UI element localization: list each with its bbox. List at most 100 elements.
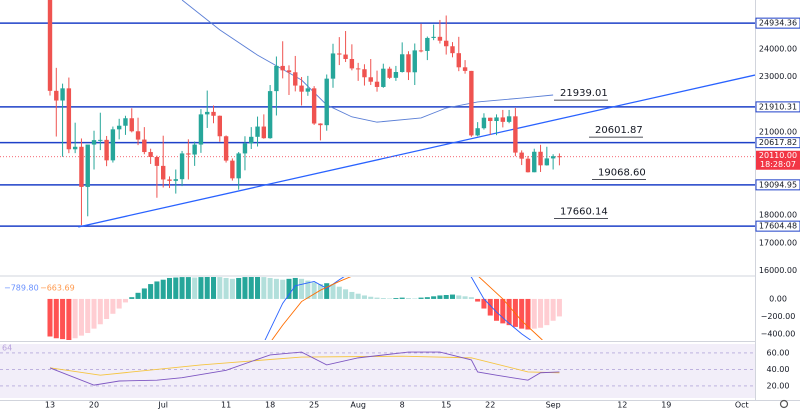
candle-body (274, 65, 279, 92)
candle-body (129, 118, 134, 132)
macd-bar (148, 284, 154, 299)
candle-body (374, 81, 380, 87)
candle-body (311, 88, 317, 124)
moving-average (181, 0, 554, 123)
macd-bar (387, 298, 393, 299)
level-label-box (755, 101, 800, 113)
x-tick-label: 19 (661, 401, 671, 410)
candle-body (362, 69, 367, 78)
current-price-label: 20110.00 (759, 151, 797, 160)
candle-body (211, 111, 216, 116)
candle-body (456, 53, 461, 68)
macd-bar (538, 298, 544, 328)
signal-line (271, 277, 543, 340)
macd-bar (449, 294, 456, 299)
level-label: 21910.31 (759, 102, 797, 111)
candle-body (550, 156, 556, 159)
macd-bar (412, 298, 418, 299)
candle-body (267, 91, 273, 139)
candle-body (242, 143, 248, 154)
candle-body (154, 157, 160, 166)
x-tick-label: 8 (400, 401, 405, 410)
candle-body (305, 88, 311, 92)
settings-icon[interactable] (779, 399, 789, 409)
candle-body (488, 117, 493, 122)
macd-bar (236, 277, 242, 299)
macd-bar (141, 288, 147, 299)
candle-body (532, 151, 537, 173)
macd-bar (418, 297, 424, 299)
macd-bar (311, 282, 317, 299)
callout-box (594, 165, 644, 179)
candle-body (79, 146, 84, 187)
macd-bar (368, 296, 374, 299)
level-label-box (755, 220, 800, 232)
candle-body (425, 37, 430, 51)
candle-body (85, 144, 90, 187)
macd-bar (343, 289, 349, 299)
candle-body (519, 152, 524, 159)
macd-bar (556, 298, 562, 317)
current-price-box (756, 150, 800, 170)
candle-body (506, 116, 512, 122)
level-label-box (755, 17, 800, 29)
gear[interactable] (779, 399, 789, 409)
rsi-tick-label: 60.00 (767, 348, 790, 357)
macd-bar (424, 297, 430, 299)
signal-value: −663.69 (40, 284, 75, 293)
macd-bar (405, 298, 411, 299)
rsi-tick-label: 20.00 (767, 381, 790, 390)
candle-body (116, 125, 122, 130)
candle-body (481, 117, 487, 129)
macd-bar (166, 277, 173, 299)
macd-bar (355, 293, 361, 299)
macd-bar (443, 295, 449, 299)
macd-bar (380, 298, 386, 299)
candle-body (66, 88, 72, 150)
main-pane: 21939.01 20601.87 19068.60 17660.14 (0, 0, 755, 228)
candle-body (475, 128, 480, 136)
candle-body (123, 118, 128, 126)
candle-body (54, 90, 59, 101)
macd-bar (66, 298, 72, 340)
x-tick-label: 15 (441, 401, 451, 410)
macd-bar (462, 296, 468, 299)
macd-bar (104, 298, 110, 320)
candle-body (148, 152, 153, 158)
macd-bar (217, 277, 223, 299)
macd-bar (317, 284, 323, 299)
y-tick-label: 23000.00 (759, 72, 797, 81)
candle-body (173, 179, 178, 181)
macd-bar (519, 298, 525, 329)
level-label-box (755, 137, 800, 149)
candle-body (412, 50, 417, 73)
x-tick-label: 12 (617, 401, 627, 410)
candle-body (217, 115, 223, 137)
macd-bar (242, 277, 248, 299)
x-tick-label: 13 (45, 401, 55, 410)
candle-body (236, 153, 241, 179)
candle-body (368, 77, 373, 82)
macd-bar (160, 279, 166, 299)
candle-body (513, 116, 518, 153)
candle-body (299, 85, 304, 92)
macd-bar (248, 277, 254, 299)
candle-body (437, 36, 443, 41)
x-tick-label: 11 (221, 401, 231, 410)
macd-bar (179, 277, 185, 299)
y-tick-label: 18000.00 (759, 211, 797, 220)
candle-body (249, 136, 254, 144)
macd-bar (223, 277, 229, 299)
macd-bar (261, 277, 267, 299)
candle-body (98, 139, 103, 141)
candle-body (538, 151, 543, 166)
macd-pane (47, 277, 562, 340)
macd-bar (361, 295, 367, 299)
macd-value: −789.80 (4, 284, 39, 293)
candle-body (179, 153, 185, 180)
macd-bar (129, 297, 135, 299)
macd-bar (273, 278, 279, 299)
macd-bar (487, 298, 493, 316)
x-tick-label: Jul (157, 401, 168, 410)
macd-bar (60, 298, 66, 340)
